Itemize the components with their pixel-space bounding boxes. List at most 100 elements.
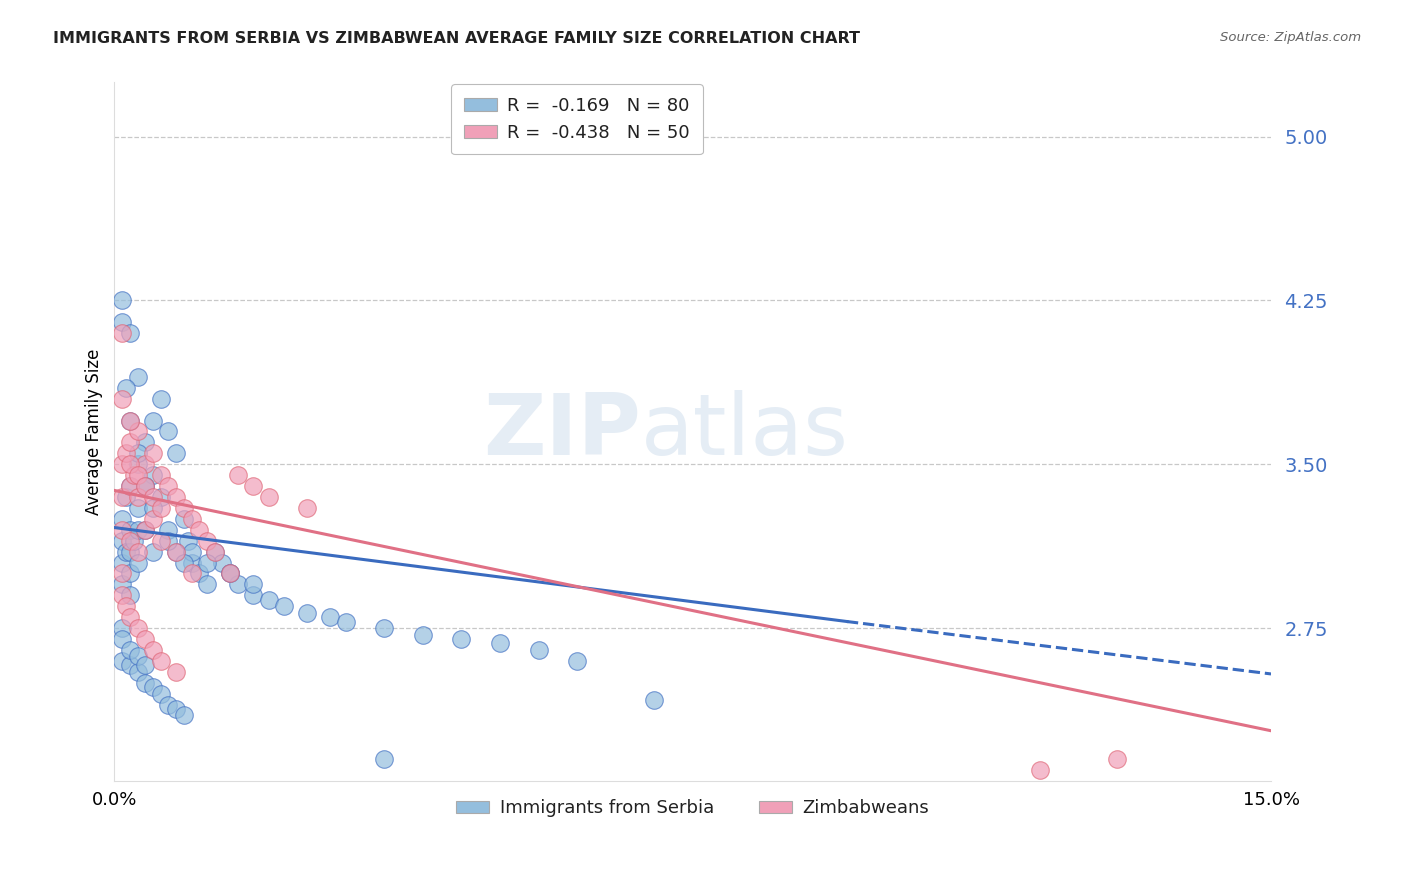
Point	[157, 479, 180, 493]
Point	[204, 544, 226, 558]
Point	[142, 680, 165, 694]
Point	[173, 500, 195, 515]
Point	[111, 588, 134, 602]
Point	[226, 468, 249, 483]
Point	[319, 610, 342, 624]
Point	[219, 566, 242, 581]
Point	[195, 533, 218, 548]
Point	[134, 479, 156, 493]
Point	[134, 479, 156, 493]
Point	[1105, 752, 1128, 766]
Text: ZIP: ZIP	[482, 390, 641, 473]
Point	[188, 523, 211, 537]
Point	[118, 544, 141, 558]
Point	[219, 566, 242, 581]
Point	[157, 698, 180, 712]
Point	[134, 523, 156, 537]
Point	[127, 425, 149, 439]
Point	[111, 621, 134, 635]
Point	[122, 533, 145, 548]
Point	[157, 523, 180, 537]
Point	[142, 413, 165, 427]
Point	[127, 369, 149, 384]
Point	[127, 556, 149, 570]
Point	[127, 649, 149, 664]
Point	[118, 457, 141, 471]
Point	[127, 468, 149, 483]
Point	[527, 643, 550, 657]
Point	[242, 588, 264, 602]
Point	[118, 523, 141, 537]
Point	[273, 599, 295, 614]
Point	[643, 693, 665, 707]
Point	[111, 523, 134, 537]
Point	[157, 425, 180, 439]
Point	[111, 577, 134, 591]
Point	[149, 490, 172, 504]
Point	[142, 490, 165, 504]
Point	[134, 675, 156, 690]
Point	[257, 592, 280, 607]
Point	[295, 500, 318, 515]
Point	[180, 544, 202, 558]
Point	[122, 468, 145, 483]
Point	[180, 512, 202, 526]
Point	[142, 468, 165, 483]
Point	[115, 381, 138, 395]
Legend: Immigrants from Serbia, Zimbabweans: Immigrants from Serbia, Zimbabweans	[449, 792, 936, 824]
Point	[127, 490, 149, 504]
Point	[373, 752, 395, 766]
Point	[173, 512, 195, 526]
Point	[111, 315, 134, 329]
Point	[165, 544, 187, 558]
Point	[450, 632, 472, 646]
Point	[111, 293, 134, 308]
Point	[118, 435, 141, 450]
Point	[111, 326, 134, 340]
Point	[149, 392, 172, 406]
Point	[188, 566, 211, 581]
Point	[242, 479, 264, 493]
Point	[373, 621, 395, 635]
Point	[142, 544, 165, 558]
Point	[165, 702, 187, 716]
Point	[118, 533, 141, 548]
Point	[295, 606, 318, 620]
Point	[118, 413, 141, 427]
Point	[180, 556, 202, 570]
Point	[149, 468, 172, 483]
Point	[195, 577, 218, 591]
Point	[118, 643, 141, 657]
Point	[165, 544, 187, 558]
Point	[142, 446, 165, 460]
Point	[115, 599, 138, 614]
Point	[118, 326, 141, 340]
Point	[180, 566, 202, 581]
Point	[118, 658, 141, 673]
Text: IMMIGRANTS FROM SERBIA VS ZIMBABWEAN AVERAGE FAMILY SIZE CORRELATION CHART: IMMIGRANTS FROM SERBIA VS ZIMBABWEAN AVE…	[53, 31, 860, 46]
Point	[111, 632, 134, 646]
Point	[204, 544, 226, 558]
Point	[195, 556, 218, 570]
Point	[157, 533, 180, 548]
Point	[127, 665, 149, 679]
Point	[211, 556, 233, 570]
Point	[134, 658, 156, 673]
Point	[118, 479, 141, 493]
Point	[165, 446, 187, 460]
Point	[226, 577, 249, 591]
Point	[565, 654, 588, 668]
Point	[111, 654, 134, 668]
Point	[142, 512, 165, 526]
Point	[176, 533, 198, 548]
Point	[219, 566, 242, 581]
Point	[118, 566, 141, 581]
Point	[134, 632, 156, 646]
Point	[118, 413, 141, 427]
Point	[111, 556, 134, 570]
Point	[489, 636, 512, 650]
Point	[111, 533, 134, 548]
Point	[149, 533, 172, 548]
Point	[127, 544, 149, 558]
Point	[173, 708, 195, 723]
